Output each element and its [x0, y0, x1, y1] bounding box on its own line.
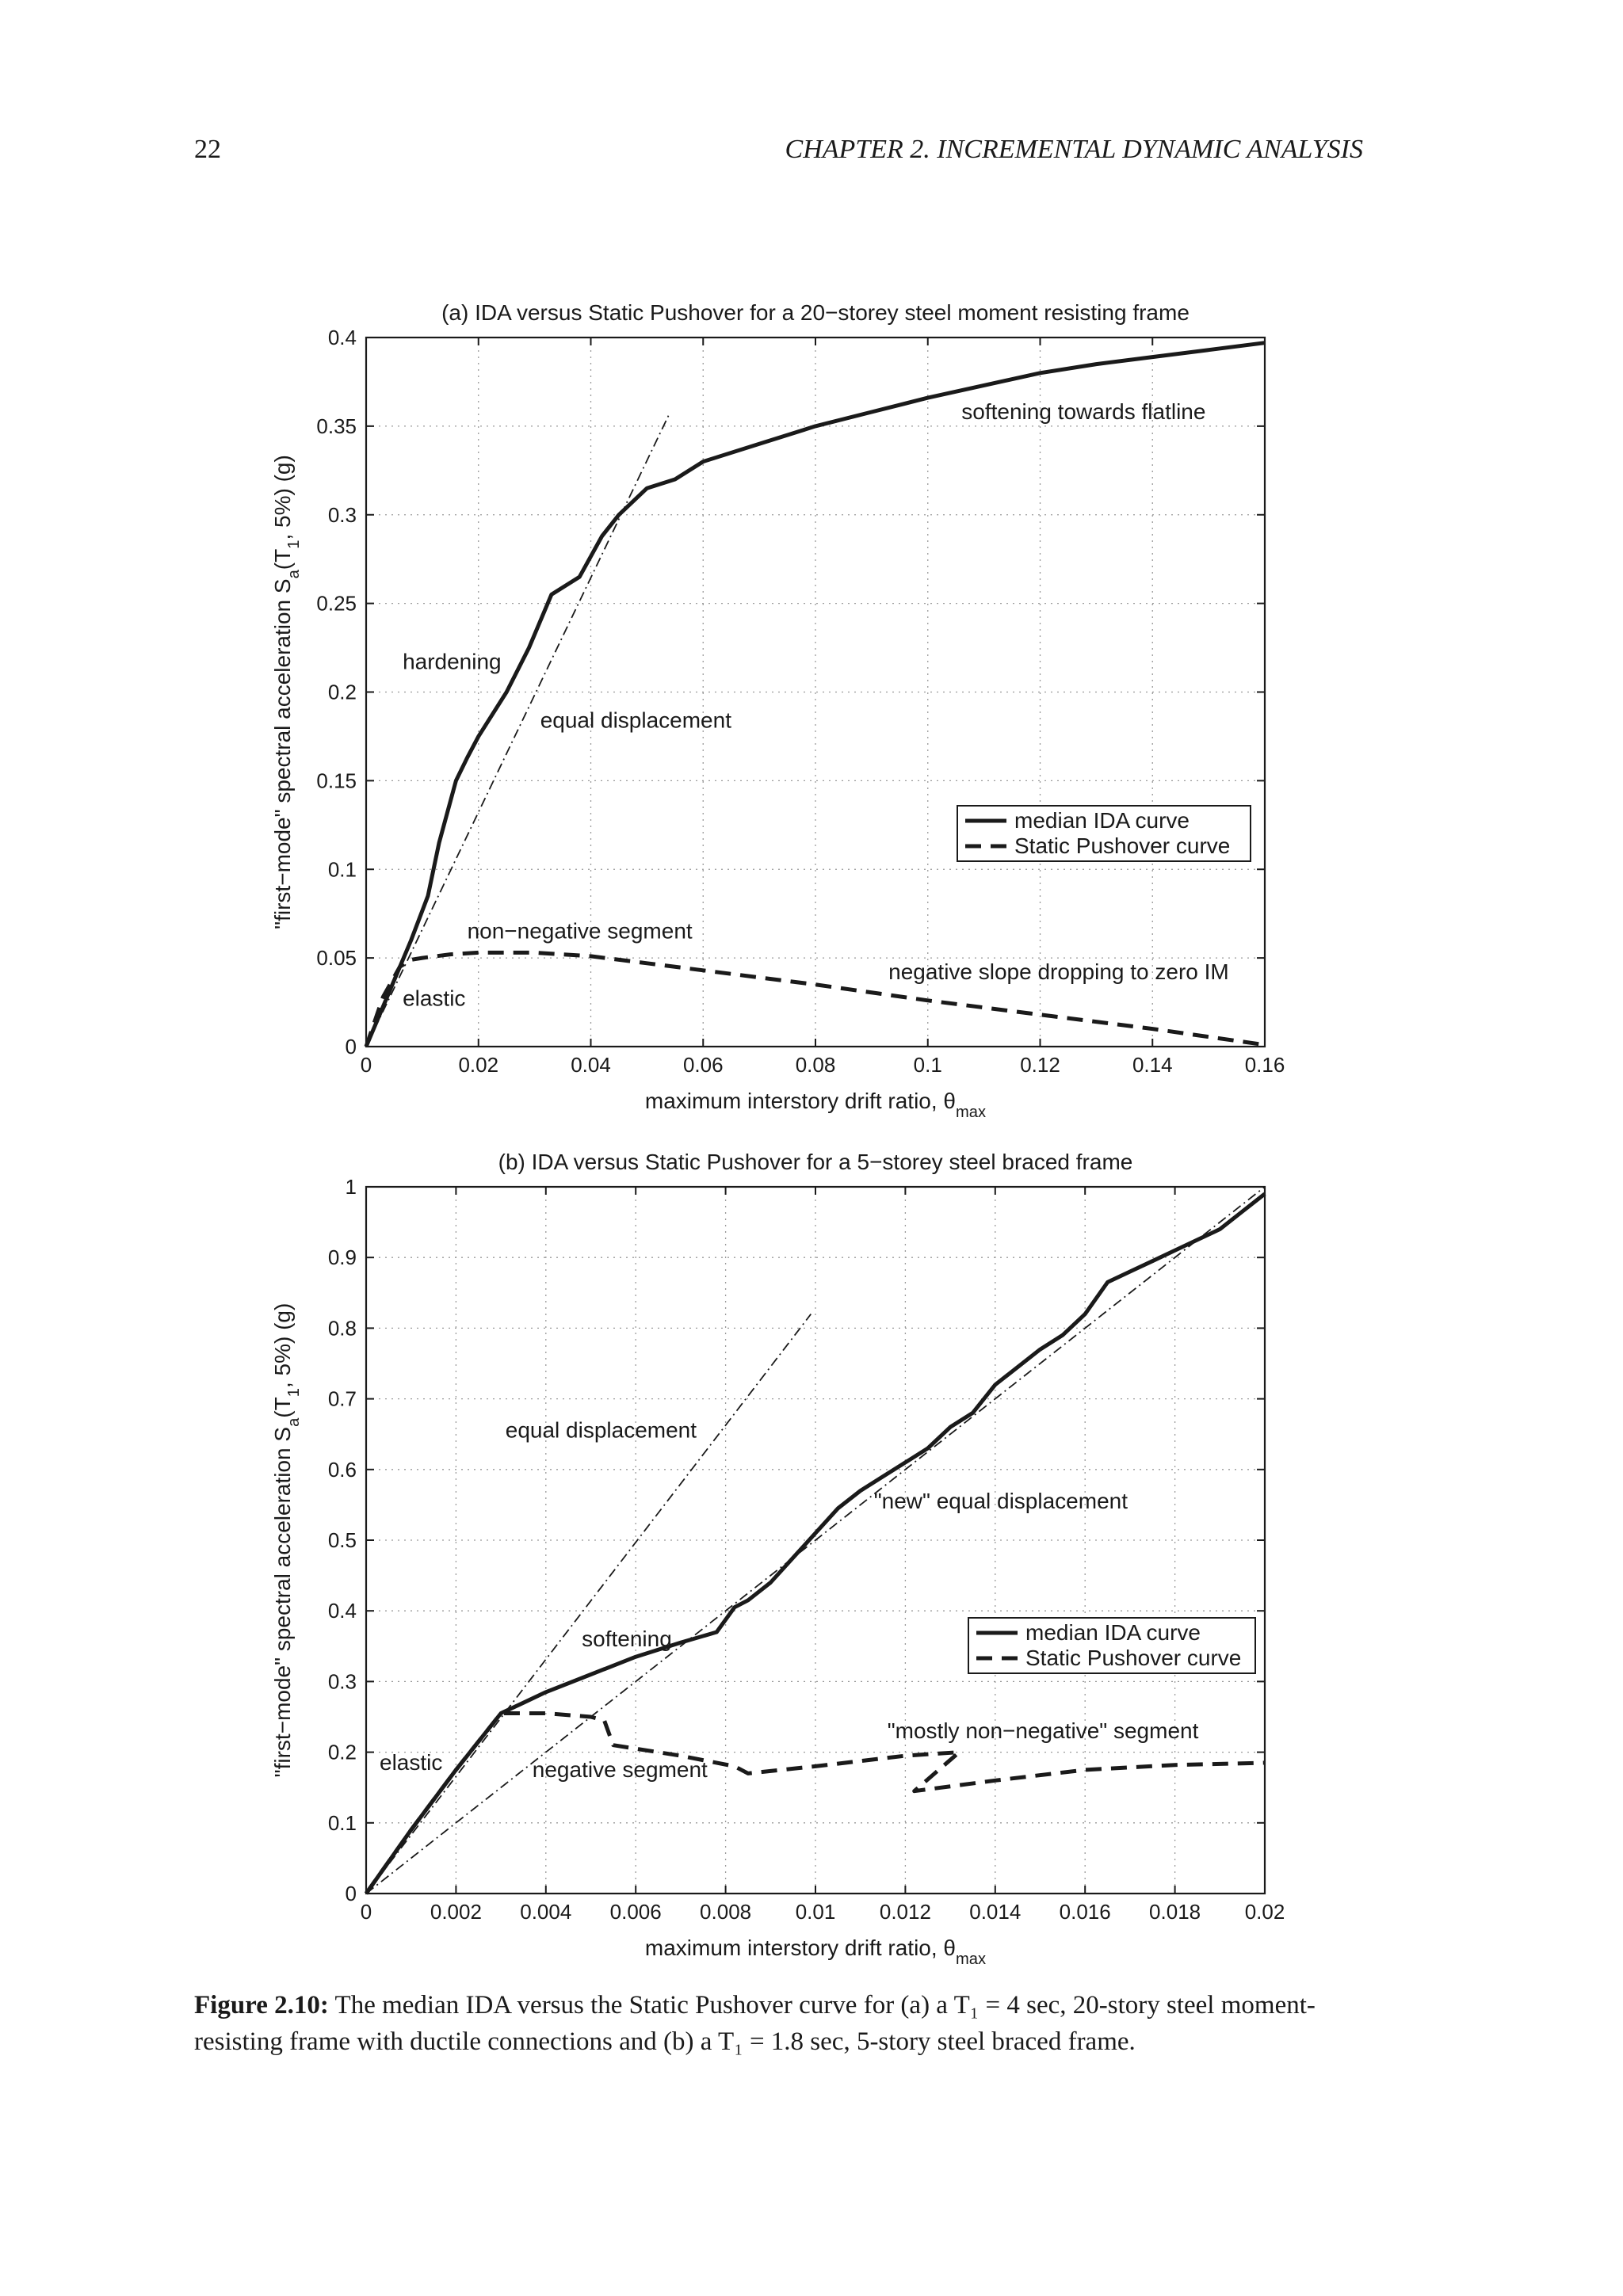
x-tick-label: 0.008 — [700, 1900, 751, 1924]
y-tick-label: 0.05 — [316, 946, 357, 970]
annotation-label: non−negative segment — [468, 919, 693, 944]
series-group — [364, 1186, 1266, 1895]
plot-frame — [365, 1185, 1266, 1895]
series-group — [364, 341, 1266, 1047]
chart-b: (b) IDA versus Static Pushover for a 5−s… — [270, 1150, 1285, 1968]
annotation-label: negative segment — [533, 1757, 708, 1782]
x-axis-label: maximum interstory drift ratio, θmax — [645, 1936, 986, 1968]
x-tick-label: 0.02 — [1245, 1900, 1285, 1924]
legend-label: Static Pushover curve — [1025, 1646, 1241, 1670]
legend-box — [957, 805, 1251, 862]
y-tick-label: 1 — [346, 1175, 357, 1199]
y-tick-label: 0.25 — [316, 592, 357, 616]
running-header: 22 CHAPTER 2. INCREMENTAL DYNAMIC ANALYS… — [194, 135, 1363, 174]
annotation-label: elastic — [380, 1750, 442, 1775]
legend-label: Static Pushover curve — [1014, 833, 1230, 858]
y-tick-label: 0 — [346, 1882, 357, 1905]
x-tick-label: 0.12 — [1020, 1053, 1060, 1077]
y-tick-label: 0.15 — [316, 769, 357, 792]
figure-caption: Figure 2.10: The median IDA versus the S… — [194, 1987, 1363, 2060]
x-tick-label: 0.002 — [430, 1900, 482, 1924]
x-axis-label: maximum interstory drift ratio, θmax — [645, 1089, 986, 1121]
legend-label: median IDA curve — [1014, 808, 1190, 833]
y-tick-label: 0.1 — [328, 857, 357, 881]
y-tick-label: 0.4 — [328, 1599, 357, 1623]
y-tick-label: 0.1 — [328, 1811, 357, 1835]
x-tick-label: 0 — [361, 1053, 372, 1077]
series-median-ida-line — [364, 341, 1266, 1047]
y-axis-label: "first−mode" spectral acceleration Sa(T1… — [270, 1303, 303, 1778]
y-tick-label: 0 — [346, 1035, 357, 1058]
y-tick-label: 0.6 — [328, 1458, 357, 1482]
series-equal-displacement-line — [365, 1314, 812, 1894]
annotation-label: negative slope dropping to zero IM — [888, 959, 1229, 984]
caption-label: Figure 2.10: — [194, 1991, 329, 2019]
x-tick-label: 0.06 — [683, 1053, 724, 1077]
y-tick-label: 0.3 — [328, 1669, 357, 1693]
x-tick-label: 0.016 — [1060, 1900, 1111, 1924]
chart-a: (a) IDA versus Static Pushover for a 20−… — [270, 300, 1285, 1121]
y-tick-label: 0.2 — [328, 681, 357, 704]
x-tick-label: 0.012 — [880, 1900, 931, 1924]
x-tick-label: 0.004 — [520, 1900, 571, 1924]
x-tick-label: 0 — [361, 1900, 372, 1924]
x-tick-label: 0.08 — [796, 1053, 836, 1077]
y-tick-label: 0.5 — [328, 1528, 357, 1552]
annotation-label: "new" equal displacement — [874, 1489, 1128, 1513]
plot-frame — [365, 336, 1266, 1048]
x-tick-label: 0.018 — [1149, 1900, 1201, 1924]
page-number: 22 — [194, 135, 221, 164]
y-tick-label: 0.4 — [328, 326, 357, 349]
y-tick-label: 0.8 — [328, 1316, 357, 1340]
x-tick-label: 0.04 — [571, 1053, 611, 1077]
annotation-label: elastic — [403, 986, 465, 1011]
grid — [366, 338, 1265, 1047]
legend-box — [968, 1617, 1256, 1674]
y-tick-label: 0.7 — [328, 1387, 357, 1411]
chart-title: (b) IDA versus Static Pushover for a 5−s… — [498, 1150, 1133, 1174]
y-tick-label: 0.9 — [328, 1245, 357, 1269]
chapter-title: CHAPTER 2. INCREMENTAL DYNAMIC ANALYSIS — [785, 135, 1363, 164]
y-axis-label: "first−mode" spectral acceleration Sa(T1… — [270, 455, 303, 929]
annotation-label: "mostly non−negative" segment — [888, 1718, 1199, 1743]
caption-text: The median IDA versus the Static Pushove… — [194, 1991, 1316, 2056]
y-tick-label: 0.3 — [328, 503, 357, 527]
chart-title: (a) IDA versus Static Pushover for a 20−… — [441, 300, 1190, 325]
x-tick-label: 0.01 — [796, 1900, 836, 1924]
grid — [366, 1187, 1265, 1894]
x-tick-label: 0.02 — [458, 1053, 498, 1077]
x-tick-label: 0.16 — [1245, 1053, 1285, 1077]
annotation-label: equal displacement — [506, 1418, 697, 1443]
legend-label: median IDA curve — [1025, 1620, 1201, 1645]
series-static-pushover-line — [364, 1711, 1266, 1895]
x-tick-label: 0.014 — [969, 1900, 1021, 1924]
annotation-label: equal displacement — [540, 707, 731, 732]
series-equal-displacement-line — [365, 413, 670, 1047]
annotation-label: hardening — [403, 649, 502, 673]
series-median-ida-line — [364, 1192, 1266, 1895]
annotation-label: softening towards flatline — [961, 399, 1205, 424]
y-tick-label: 0.2 — [328, 1741, 357, 1764]
x-tick-label: 0.006 — [610, 1900, 662, 1924]
series-equal-displacement-line — [365, 1186, 1266, 1894]
x-tick-label: 0.14 — [1132, 1053, 1173, 1077]
y-tick-label: 0.35 — [316, 414, 357, 438]
annotation-label: softening — [582, 1627, 672, 1651]
x-tick-label: 0.1 — [914, 1053, 942, 1077]
